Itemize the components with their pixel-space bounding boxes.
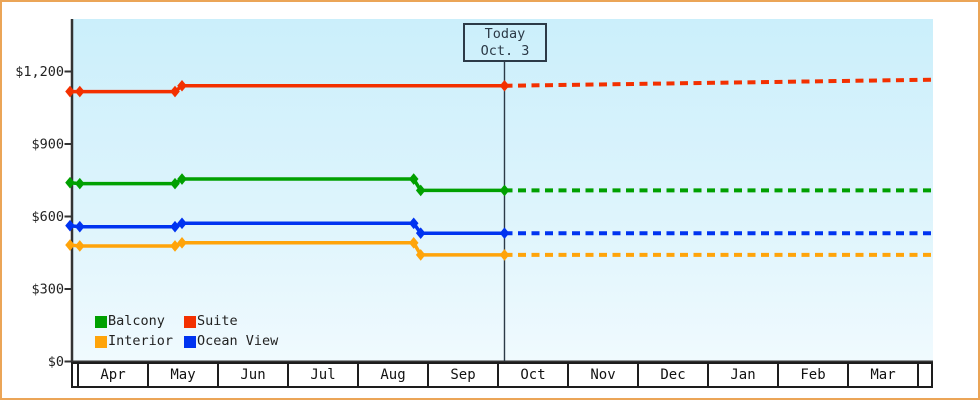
series-marker-interior [415, 249, 426, 261]
y-axis-label-0: $0 [48, 354, 64, 370]
legend-item-balcony: Balcony [95, 313, 184, 329]
series-marker-ocean-view [170, 220, 180, 233]
x-axis-label-sep: Sep [427, 364, 497, 386]
today-date: Oct. 3 [480, 43, 530, 59]
series-marker-ocean-view [75, 220, 85, 233]
x-axis-label-nov: Nov [567, 364, 637, 386]
x-axis-label-jan: Jan [707, 364, 777, 386]
series-line-ocean-view [68, 221, 507, 235]
chart-legend: Balcony Suite Interior Ocean View [95, 313, 279, 349]
series-marker-suite [499, 79, 510, 92]
y-axis-label-900: $900 [31, 137, 64, 153]
x-axis-label-apr: Apr [77, 364, 147, 386]
series-line-interior [68, 241, 507, 257]
series-forecast-line-suite [504, 77, 932, 88]
legend-item-suite: Suite [184, 313, 278, 329]
series-line-suite [68, 84, 507, 94]
series-marker-suite [170, 85, 180, 98]
today-annotation-box: Today Oct. 3 [463, 23, 547, 62]
series-marker-balcony [415, 184, 426, 197]
x-axis-label-may: May [147, 364, 217, 386]
series-marker-balcony [499, 184, 510, 197]
legend-swatch-suite [184, 315, 196, 328]
legend-item-interior: Interior [95, 333, 184, 349]
series-marker-suite [75, 85, 85, 98]
series-marker-interior [499, 249, 510, 261]
series-marker-ocean-view [65, 219, 75, 232]
legend-swatch-ocean-view [184, 335, 196, 348]
series-marker-ocean-view [177, 217, 187, 230]
legend-item-ocean-view: Ocean View [184, 333, 279, 349]
x-axis-label-jul: Jul [287, 364, 357, 386]
series-marker-ocean-view [415, 227, 426, 239]
x-axis-month-band: Apr May Jun Jul Aug Sep Oct Nov Dec Jan Feb Mar [71, 362, 933, 388]
series-marker-balcony [75, 177, 85, 190]
series-marker-interior [177, 237, 187, 249]
series-marker-balcony [65, 176, 75, 189]
series-marker-balcony [170, 177, 180, 190]
legend-label-ocean-view: Ocean View [197, 333, 279, 349]
month-band-filler [917, 364, 931, 386]
x-axis-label-dec: Dec [637, 364, 707, 386]
y-axis-label-1200: $1,200 [15, 64, 64, 80]
x-axis-label-aug: Aug [357, 364, 427, 386]
today-label: Today [484, 26, 526, 42]
series-marker-interior [65, 239, 75, 251]
x-axis-label-oct: Oct [497, 364, 567, 386]
y-axis-label-600: $600 [31, 209, 64, 225]
legend-swatch-balcony [95, 315, 107, 328]
series-line-balcony [68, 177, 507, 193]
x-axis-label-feb: Feb [777, 364, 847, 386]
legend-label-suite: Suite [197, 313, 238, 329]
series-marker-interior [170, 240, 180, 252]
x-axis-label-mar: Mar [847, 364, 917, 386]
series-marker-suite [65, 85, 75, 98]
series-marker-balcony [408, 173, 419, 185]
series-marker-interior [75, 240, 85, 252]
legend-label-balcony: Balcony [108, 313, 165, 329]
series-marker-ocean-view [408, 217, 419, 230]
x-axis-label-jun: Jun [217, 364, 287, 386]
y-axis-label-300: $300 [31, 282, 64, 298]
series-marker-suite [177, 79, 187, 92]
legend-label-interior: Interior [108, 333, 174, 349]
series-marker-ocean-view [499, 227, 510, 239]
legend-swatch-interior [95, 335, 107, 348]
series-marker-interior [408, 237, 419, 249]
series-marker-balcony [177, 173, 187, 185]
